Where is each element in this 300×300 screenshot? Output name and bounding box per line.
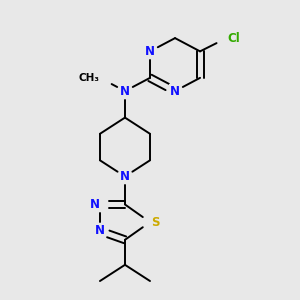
- Text: N: N: [120, 170, 130, 183]
- Text: N: N: [120, 85, 130, 98]
- Text: N: N: [145, 45, 155, 58]
- Text: N: N: [90, 198, 100, 211]
- Text: N: N: [170, 85, 180, 98]
- Text: Cl: Cl: [227, 32, 240, 45]
- Text: N: N: [95, 224, 105, 238]
- Text: CH₃: CH₃: [78, 73, 99, 83]
- Text: S: S: [151, 216, 159, 229]
